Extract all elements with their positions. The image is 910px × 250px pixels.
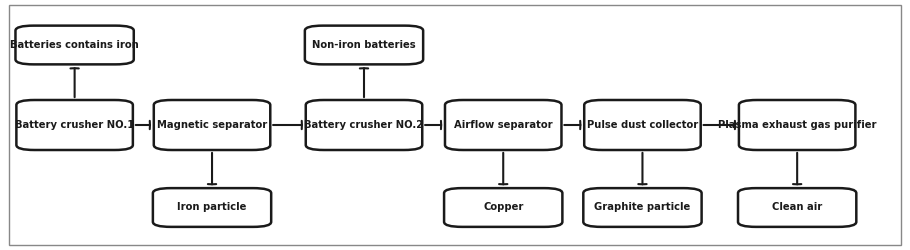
FancyBboxPatch shape xyxy=(445,100,561,150)
FancyBboxPatch shape xyxy=(154,100,270,150)
Text: Plasma exhaust gas purifier: Plasma exhaust gas purifier xyxy=(718,120,876,130)
FancyBboxPatch shape xyxy=(306,100,422,150)
FancyBboxPatch shape xyxy=(305,26,423,64)
Text: Airflow separator: Airflow separator xyxy=(454,120,552,130)
Text: Pulse dust collector: Pulse dust collector xyxy=(587,120,698,130)
Text: Batteries contains iron: Batteries contains iron xyxy=(10,40,139,50)
FancyBboxPatch shape xyxy=(444,188,562,227)
Text: Copper: Copper xyxy=(483,202,523,212)
FancyBboxPatch shape xyxy=(739,100,855,150)
FancyBboxPatch shape xyxy=(583,188,702,227)
FancyBboxPatch shape xyxy=(738,188,856,227)
Text: Clean air: Clean air xyxy=(772,202,823,212)
FancyBboxPatch shape xyxy=(15,26,134,64)
Text: Non-iron batteries: Non-iron batteries xyxy=(312,40,416,50)
Text: Battery crusher NO.2: Battery crusher NO.2 xyxy=(305,120,423,130)
Text: Battery crusher NO.1: Battery crusher NO.1 xyxy=(15,120,135,130)
Text: Graphite particle: Graphite particle xyxy=(594,202,691,212)
FancyBboxPatch shape xyxy=(16,100,133,150)
Text: Magnetic separator: Magnetic separator xyxy=(157,120,268,130)
FancyBboxPatch shape xyxy=(584,100,701,150)
FancyBboxPatch shape xyxy=(153,188,271,227)
Text: Iron particle: Iron particle xyxy=(177,202,247,212)
